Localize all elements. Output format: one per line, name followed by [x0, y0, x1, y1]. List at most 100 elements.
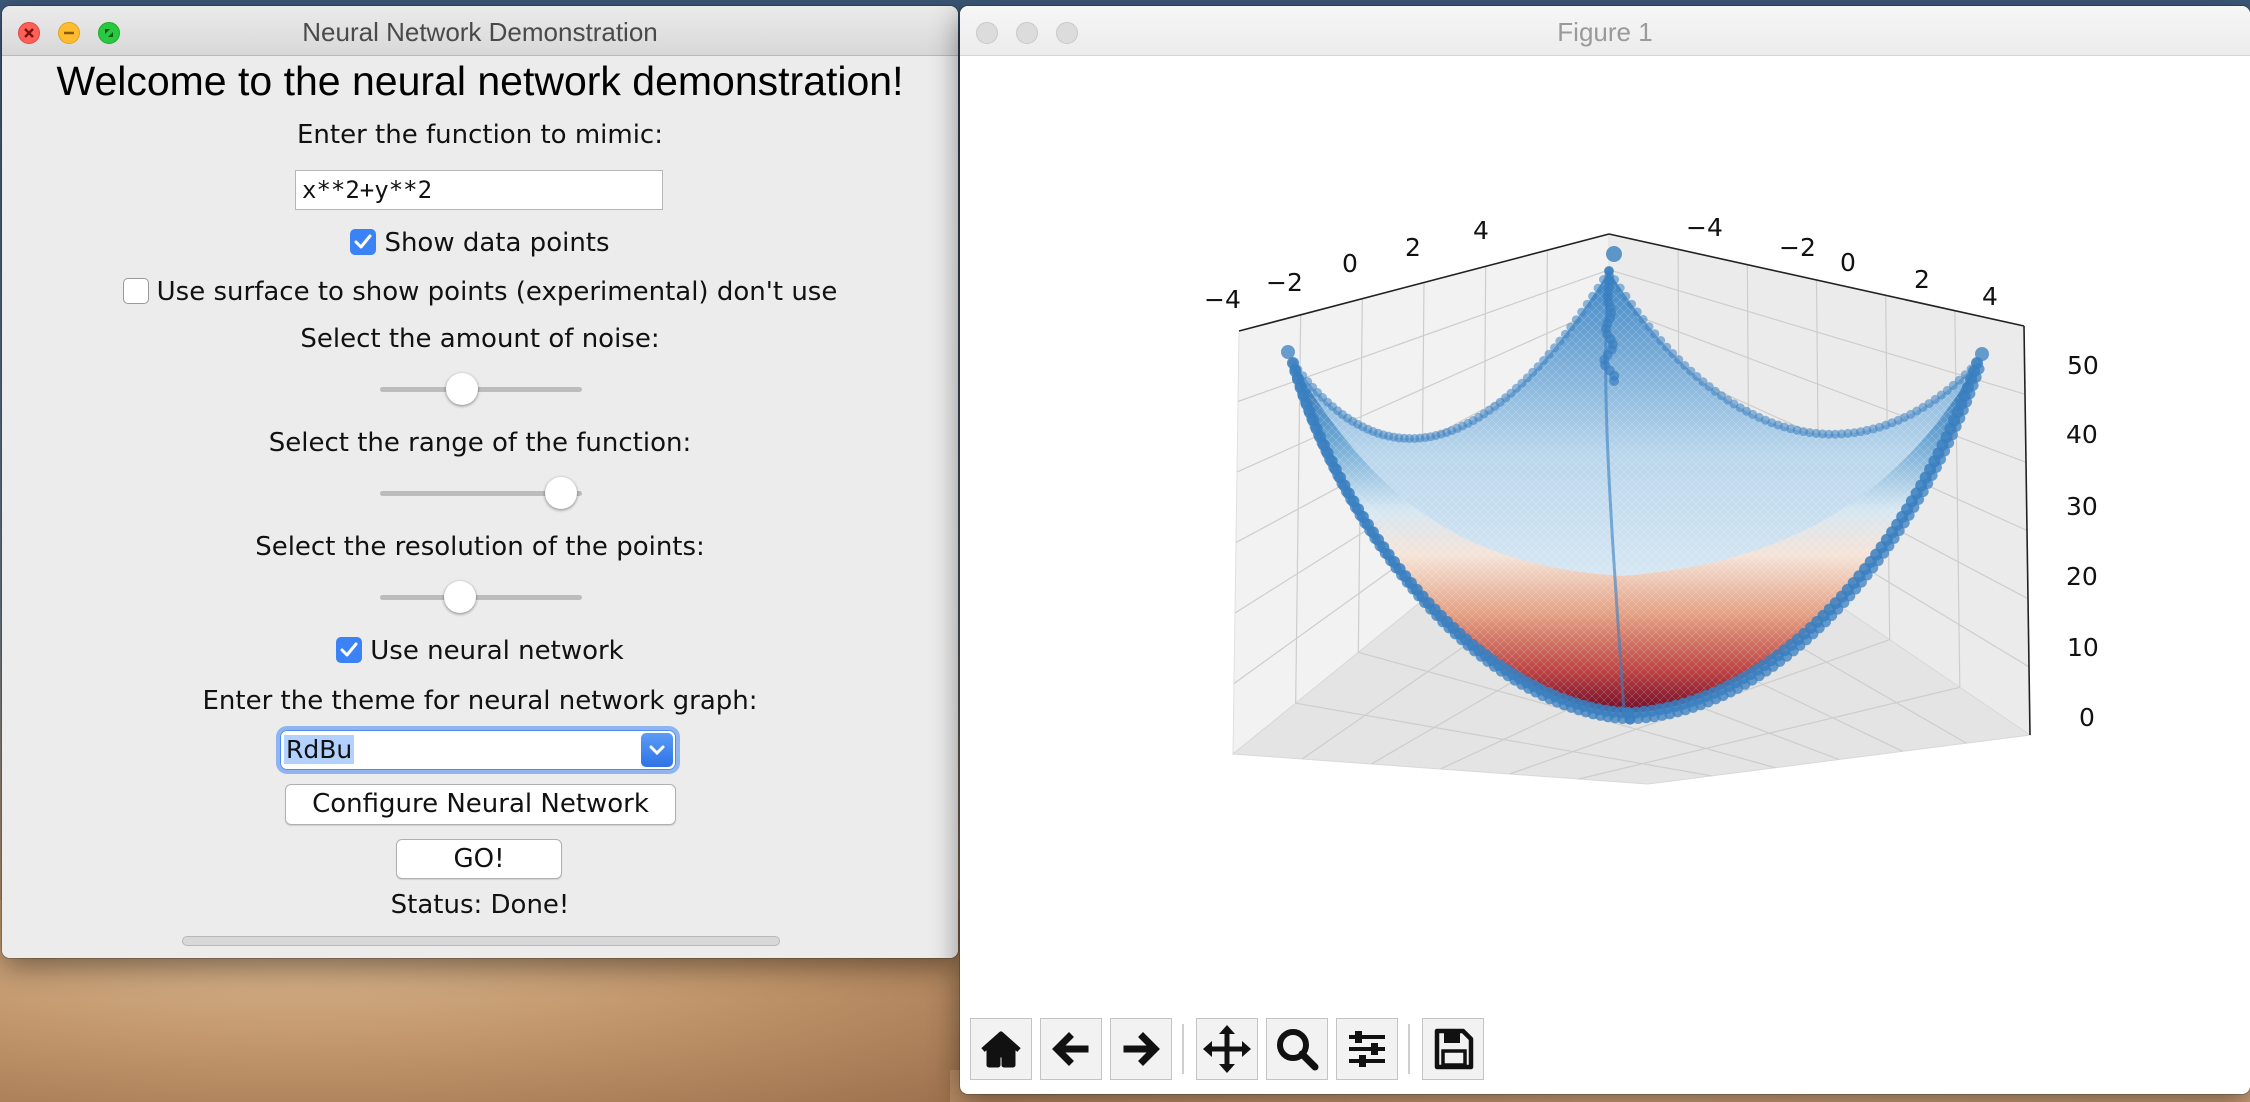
- zoom-rect-button[interactable]: [1266, 1018, 1328, 1080]
- use-nn-checkbox[interactable]: [336, 637, 363, 663]
- function-label: Enter the function to mimic:: [297, 120, 663, 150]
- use-surface-label: Use surface to show points (experimental…: [156, 277, 838, 307]
- x-tick-3: 2: [1405, 233, 1421, 262]
- data-point: [1281, 345, 1295, 359]
- x-tick-0: −4: [1204, 285, 1241, 314]
- data-point: [1621, 291, 1631, 301]
- data-point: [1588, 291, 1598, 301]
- show-points-checkbox[interactable]: [350, 229, 377, 255]
- surface-plot[interactable]: −4 −2 0 2 4 −4 −2 0 2 4 0 10 20 30 40 50: [960, 56, 2250, 1016]
- fullscreen-icon: [105, 29, 113, 37]
- z-axis-line: [2023, 325, 2031, 736]
- window-title: Neural Network Demonstration: [302, 17, 658, 47]
- tick-labels: −4 −2 0 2 4 −4 −2 0 2 4 0 10 20 30 40 50: [1204, 213, 2099, 732]
- home-icon: [981, 1031, 1021, 1068]
- data-point: [1582, 299, 1592, 309]
- data-point: [1674, 355, 1684, 365]
- back-button[interactable]: [1040, 1018, 1102, 1080]
- main-window: Neural Network Demonstration Welcome to …: [2, 6, 958, 958]
- use-surface-row: Use surface to show points (experimental…: [2, 277, 958, 307]
- y-axis-line: [1608, 233, 2025, 327]
- toolbar-separator: [1408, 1024, 1410, 1074]
- noise-slider-knob[interactable]: [446, 373, 478, 405]
- function-input[interactable]: x**2+y**2: [295, 170, 663, 210]
- use-surface-checkbox[interactable]: [122, 278, 149, 304]
- data-point: [1950, 420, 1962, 432]
- progress-bar: [182, 936, 780, 946]
- z-tick-1: 10: [2067, 633, 2099, 662]
- save-icon: [1434, 1028, 1474, 1070]
- figure-title: Figure 1: [1557, 17, 1653, 47]
- save-button[interactable]: [1422, 1018, 1484, 1080]
- y-tick-3: 2: [1914, 265, 1930, 294]
- data-point: [1606, 246, 1622, 262]
- y-tick-0: −4: [1686, 213, 1723, 242]
- zoom-button[interactable]: [1056, 22, 1078, 44]
- x-axis-line: [1238, 233, 1610, 332]
- data-point: [1830, 429, 1840, 439]
- resolution-label: Select the resolution of the points:: [255, 532, 705, 562]
- data-point: [1298, 371, 1308, 381]
- configure-subplots-button[interactable]: [1336, 1018, 1398, 1080]
- data-point: [1544, 349, 1554, 359]
- data-point: [1942, 385, 1952, 395]
- toolbar-separator: [1182, 1024, 1184, 1074]
- status-text: Status: Done!: [390, 890, 570, 920]
- resolution-slider[interactable]: [380, 595, 582, 600]
- theme-combobox[interactable]: RdBu: [280, 730, 676, 770]
- data-point: [1644, 322, 1654, 332]
- pan-button[interactable]: [1196, 1018, 1258, 1080]
- checkmark-icon: [354, 234, 372, 249]
- data-point: [1943, 437, 1955, 449]
- data-point: [1293, 365, 1303, 374]
- grid-line: [1578, 686, 1960, 780]
- zoom-button[interactable]: [98, 22, 120, 44]
- data-point: [1656, 336, 1666, 345]
- y-tick-1: −2: [1779, 233, 1816, 262]
- data-point: [1975, 347, 1989, 361]
- x-tick-2: 0: [1342, 249, 1358, 278]
- dropdown-arrow[interactable]: [641, 733, 673, 767]
- use-nn-row: Use neural network: [2, 636, 958, 666]
- data-point: [1954, 412, 1966, 424]
- minimize-button[interactable]: [58, 22, 80, 44]
- z-tick-5: 50: [2067, 351, 2099, 380]
- data-point: [1560, 329, 1570, 339]
- minimize-button[interactable]: [1016, 22, 1038, 44]
- resolution-slider-knob[interactable]: [444, 581, 476, 613]
- data-point: [1966, 364, 1976, 374]
- checkmark-icon: [340, 642, 358, 657]
- data-point: [1935, 453, 1946, 465]
- noise-slider[interactable]: [380, 387, 582, 392]
- data-point: [1922, 478, 1934, 489]
- close-button[interactable]: [976, 22, 998, 44]
- go-button[interactable]: GO!: [396, 839, 562, 879]
- configure-nn-button[interactable]: Configure Neural Network: [285, 784, 676, 825]
- home-button[interactable]: [970, 1018, 1032, 1080]
- range-slider-knob[interactable]: [545, 477, 577, 509]
- main-titlebar[interactable]: Neural Network Demonstration: [2, 6, 958, 56]
- data-point: [1908, 501, 1920, 513]
- data-point: [1954, 375, 1964, 385]
- x-tick-4: 4: [1473, 216, 1489, 245]
- x-tick-1: −2: [1266, 268, 1303, 297]
- data-point: [1946, 429, 1958, 441]
- noise-label: Select the amount of noise:: [300, 324, 660, 354]
- pan-icon: [1203, 1025, 1251, 1073]
- data-point: [1522, 373, 1532, 383]
- page-heading: Welcome to the neural network demonstrat…: [56, 58, 904, 104]
- data-point: [1704, 382, 1714, 392]
- z-tick-2: 20: [2066, 562, 2098, 591]
- data-point: [1577, 307, 1587, 317]
- matplotlib-toolbar: [970, 1018, 1570, 1082]
- close-button[interactable]: [18, 22, 40, 44]
- y-tick-4: 4: [1982, 282, 1998, 311]
- minimize-icon: [64, 31, 74, 35]
- y-tick-2: 0: [1840, 248, 1856, 277]
- forward-button[interactable]: [1110, 1018, 1172, 1080]
- range-slider[interactable]: [380, 491, 582, 496]
- surface-mesh: [1293, 271, 1977, 713]
- data-point: [1960, 370, 1970, 380]
- figure-titlebar[interactable]: Figure 1: [960, 6, 2250, 56]
- data-point: [1550, 343, 1559, 353]
